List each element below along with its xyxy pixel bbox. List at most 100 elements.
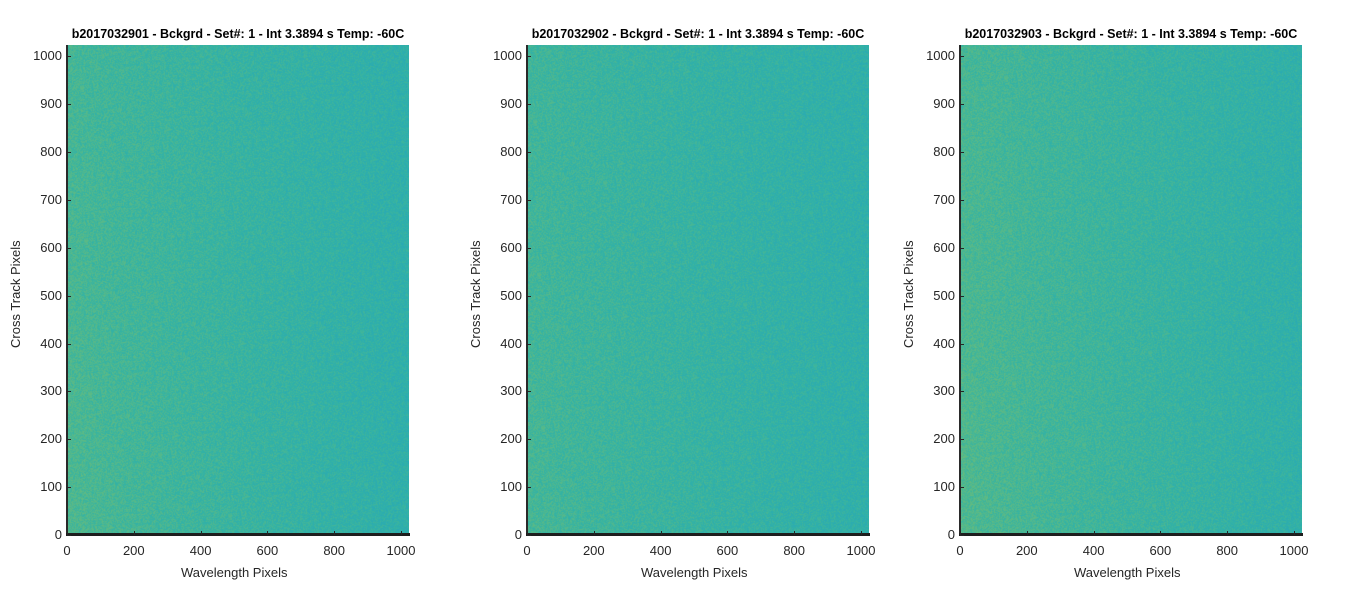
heatmap-plot-area	[526, 45, 870, 536]
y-tick-label: 300	[40, 383, 62, 399]
y-tick-label: 900	[500, 96, 522, 112]
x-tick-mark	[1160, 531, 1162, 535]
y-tick-label: 200	[40, 431, 62, 447]
y-tick-label: 1000	[33, 48, 62, 64]
y-tick-mark	[67, 56, 71, 58]
y-tick-label: 400	[500, 335, 522, 351]
y-tick-mark	[527, 295, 531, 297]
y-tick-mark	[67, 439, 71, 441]
y-tick-label: 0	[947, 527, 955, 542]
x-tick-mark	[794, 531, 796, 535]
y-tick-mark	[960, 343, 964, 345]
x-tick-mark	[200, 531, 202, 535]
x-tick-label: 400	[1082, 543, 1105, 558]
y-tick-label: 600	[500, 239, 522, 255]
x-tick-label: 0	[523, 543, 531, 558]
y-tick-label: 800	[40, 144, 62, 160]
y-tick-mark	[960, 439, 964, 441]
x-tick-label: 400	[649, 543, 672, 558]
heatmap-plot-area	[66, 45, 410, 536]
y-tick-label: 500	[933, 287, 955, 303]
chart-title: b2017032901 - Bckgrd - Set#: 1 - Int 3.3…	[71, 27, 405, 41]
y-tick-mark	[527, 343, 531, 345]
y-tick-mark	[960, 152, 964, 154]
y-tick-mark	[527, 200, 531, 202]
x-tick-mark	[527, 531, 528, 535]
y-tick-label: 300	[933, 383, 955, 399]
y-tick-label: 700	[40, 192, 62, 208]
x-tick-label: 200	[1015, 543, 1038, 558]
x-tick-mark	[133, 531, 135, 535]
x-tick-label: 200	[122, 543, 145, 558]
y-tick-label: 500	[500, 287, 522, 303]
x-tick-label: 1000	[386, 543, 416, 558]
y-tick-mark	[67, 104, 71, 106]
x-tick-label: 800	[1216, 543, 1239, 558]
y-tick-label: 100	[933, 479, 955, 495]
y-tick-mark	[67, 152, 71, 154]
y-tick-label: 900	[40, 96, 62, 112]
x-axis-label: Wavelength Pixels	[641, 565, 748, 580]
x-tick-mark	[1293, 531, 1295, 535]
x-tick-label: 800	[783, 543, 806, 558]
x-tick-label: 0	[63, 543, 71, 558]
y-tick-mark	[67, 391, 71, 393]
x-tick-mark	[960, 531, 961, 535]
y-tick-label: 400	[933, 335, 955, 351]
x-axis-line	[66, 533, 410, 536]
x-tick-mark	[660, 531, 662, 535]
y-axis-line	[66, 45, 68, 535]
y-tick-label: 1000	[926, 48, 955, 64]
y-tick-label: 800	[933, 144, 955, 160]
y-tick-label: 200	[500, 431, 522, 447]
y-tick-mark	[960, 104, 964, 106]
y-tick-label: 1000	[493, 48, 522, 64]
x-tick-mark	[1026, 531, 1028, 535]
y-tick-label: 900	[933, 96, 955, 112]
y-tick-mark	[960, 200, 964, 202]
y-tick-mark	[67, 343, 71, 345]
y-tick-label: 800	[500, 144, 522, 160]
x-axis-line	[959, 533, 1303, 536]
x-axis-line	[526, 533, 870, 536]
heatmap-plot-area	[959, 45, 1303, 536]
chart-title: b2017032903 - Bckgrd - Set#: 1 - Int 3.3…	[964, 27, 1298, 41]
x-tick-label: 0	[956, 543, 964, 558]
x-axis-label: Wavelength Pixels	[181, 565, 288, 580]
heatmap-image	[67, 45, 409, 535]
y-tick-label: 0	[514, 527, 522, 542]
y-tick-label: 0	[54, 527, 62, 542]
x-tick-label: 1000	[1279, 543, 1309, 558]
x-axis-label: Wavelength Pixels	[1074, 565, 1181, 580]
y-tick-label: 700	[500, 192, 522, 208]
x-tick-mark	[400, 531, 402, 535]
y-tick-label: 600	[40, 239, 62, 255]
y-tick-label: 300	[500, 383, 522, 399]
y-tick-mark	[67, 295, 71, 297]
chart-title: b2017032902 - Bckgrd - Set#: 1 - Int 3.3…	[531, 27, 865, 41]
y-tick-label: 200	[933, 431, 955, 447]
y-tick-mark	[527, 56, 531, 58]
x-tick-label: 1000	[846, 543, 876, 558]
x-tick-label: 200	[582, 543, 605, 558]
y-tick-mark	[960, 535, 964, 536]
y-tick-label: 600	[933, 239, 955, 255]
y-tick-mark	[960, 487, 964, 489]
y-tick-mark	[527, 104, 531, 106]
y-tick-mark	[527, 391, 531, 393]
x-tick-mark	[1093, 531, 1095, 535]
x-tick-mark	[727, 531, 729, 535]
heatmap-image	[527, 45, 869, 535]
x-tick-mark	[67, 531, 68, 535]
y-tick-mark	[67, 200, 71, 202]
y-axis-line	[526, 45, 528, 535]
x-tick-label: 600	[256, 543, 279, 558]
x-tick-mark	[860, 531, 862, 535]
y-tick-mark	[527, 152, 531, 154]
x-tick-label: 800	[323, 543, 346, 558]
heatmap-image	[960, 45, 1302, 535]
